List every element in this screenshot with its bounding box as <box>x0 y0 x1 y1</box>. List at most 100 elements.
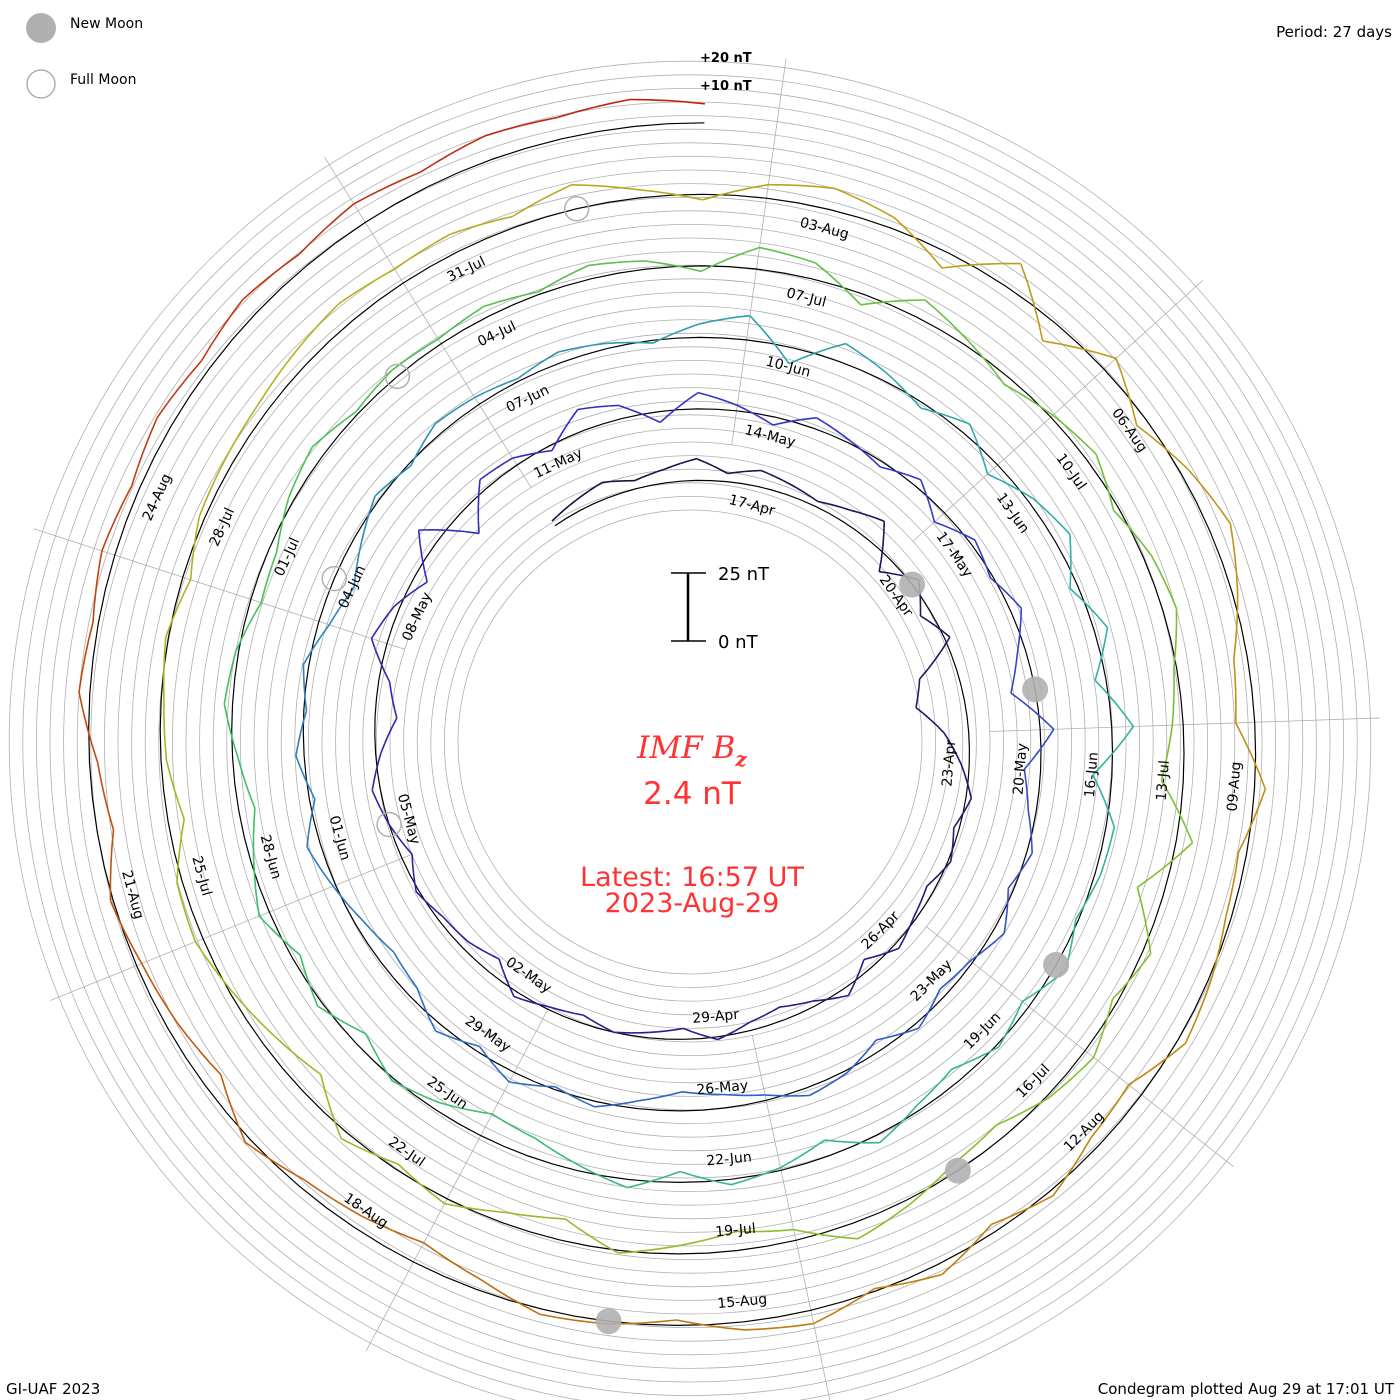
bz-trace-segment <box>945 414 958 421</box>
bz-trace-segment <box>449 228 466 236</box>
bz-trace-segment <box>916 693 919 701</box>
bz-trace-segment <box>1003 921 1007 934</box>
bz-trace-segment <box>1031 749 1041 761</box>
bz-trace-segment <box>610 480 619 483</box>
bz-trace-segment <box>1109 1097 1121 1113</box>
bz-trace-segment <box>410 586 420 595</box>
bz-trace-segment <box>929 998 937 1010</box>
bz-trace-segment <box>1014 662 1018 674</box>
grid-circle <box>199 251 1181 1233</box>
bz-trace-segment <box>702 1093 713 1096</box>
bz-trace-segment <box>700 263 716 273</box>
bz-trace-segment <box>980 262 1001 266</box>
grid-circle <box>457 509 923 975</box>
bz-trace-segment <box>1144 919 1149 937</box>
bz-trace-segment <box>548 1006 558 1011</box>
bz-trace-segment <box>779 1325 797 1329</box>
new-moon-legend-icon <box>26 13 56 43</box>
bz-trace-segment <box>934 1077 945 1089</box>
bz-trace-segment <box>557 1008 567 1013</box>
bz-trace-segment <box>751 183 769 189</box>
bz-trace-segment <box>557 429 565 441</box>
bz-trace-segment <box>989 577 999 586</box>
bz-trace-segment <box>242 1003 254 1016</box>
bz-trace-segment <box>306 834 310 848</box>
bz-trace-segment <box>297 732 302 745</box>
bz-trace-segment <box>302 653 311 665</box>
bz-trace-segment <box>671 1091 683 1096</box>
bz-trace-segment <box>371 1045 379 1058</box>
bz-trace-segment <box>640 1179 655 1185</box>
bz-trace-segment <box>506 1211 522 1216</box>
bz-trace-segment <box>502 1119 514 1128</box>
bz-trace-segment <box>683 1027 692 1033</box>
bz-trace-segment <box>660 1093 672 1098</box>
bz-trace-segment <box>399 839 407 848</box>
bz-trace-segment <box>829 1306 846 1317</box>
bz-trace <box>78 98 1267 1331</box>
bz-trace-segment <box>838 282 851 295</box>
bz-trace-segment <box>496 215 513 221</box>
bz-trace-segment <box>687 391 699 401</box>
bz-trace-segment <box>500 1072 510 1083</box>
bz-trace-segment <box>322 427 335 439</box>
bz-trace-segment <box>82 710 89 729</box>
bz-trace-segment <box>232 430 242 446</box>
bz-trace-segment <box>540 1313 558 1319</box>
bz-trace-segment <box>1156 1053 1172 1066</box>
date-label: 14-May <box>743 422 797 451</box>
bz-trace-segment <box>404 969 412 980</box>
bz-trace-segment <box>995 372 1006 385</box>
new-moon-legend-label: New Moon <box>70 16 143 32</box>
bz-trace-segment <box>1048 1087 1062 1099</box>
bz-trace-segment <box>881 950 891 956</box>
bz-trace-segment <box>692 1174 706 1180</box>
date-label: 01-Jul <box>272 535 303 579</box>
date-label: 13-Jul <box>1154 760 1173 802</box>
bz-trace-segment <box>332 885 341 896</box>
bz-trace-segment <box>861 1048 871 1058</box>
bz-trace-segment <box>1042 340 1062 345</box>
bz-trace-segment <box>428 904 437 912</box>
bz-trace-segment <box>564 1091 575 1099</box>
bz-trace-segment <box>717 397 729 403</box>
bz-trace-segment <box>284 497 290 512</box>
bz-trace-segment <box>436 1251 452 1263</box>
bz-trace-segment <box>274 1161 291 1173</box>
bz-trace-segment <box>934 521 945 527</box>
bz-trace-segment <box>189 926 197 943</box>
bz-trace-segment <box>858 511 868 516</box>
bz-trace-segment <box>741 1021 751 1028</box>
bz-trace-segment <box>918 678 921 687</box>
bz-trace-segment <box>484 129 504 137</box>
bz-trace-segment <box>1121 374 1129 393</box>
bz-trace-segment <box>886 1034 898 1039</box>
bz-trace-segment <box>898 1114 909 1126</box>
bz-trace-segment <box>512 1125 525 1134</box>
bz-trace-segment <box>629 408 641 414</box>
bz-trace-segment <box>678 1242 694 1247</box>
date-label: 26-Apr <box>859 908 903 953</box>
bz-trace-segment <box>289 1170 306 1181</box>
bz-trace-segment <box>1150 555 1160 569</box>
bz-trace-segment <box>1234 557 1238 575</box>
bz-trace-segment <box>670 193 687 198</box>
radial-day-lines <box>33 58 1380 1400</box>
bz-trace-segment <box>311 993 319 1007</box>
bz-trace-segment <box>474 391 486 399</box>
bz-trace-segment <box>403 353 416 363</box>
bz-trace-segment <box>633 1249 649 1253</box>
bz-trace-segment <box>253 602 262 615</box>
bz-trace-segment <box>582 1014 592 1021</box>
bz-trace-segment <box>142 434 151 452</box>
bz-trace-segment <box>956 755 962 765</box>
bz-trace-segment <box>183 579 192 595</box>
bz-trace-segment <box>929 719 938 727</box>
bz-trace-segment <box>1114 701 1125 715</box>
bz-trace-segment <box>240 417 250 432</box>
bz-trace-segment <box>833 428 843 436</box>
bz-trace-segment <box>1142 1064 1158 1076</box>
bz-trace-segment <box>189 359 203 375</box>
bz-trace-segment <box>686 195 703 201</box>
bz-trace-segment <box>421 556 426 570</box>
